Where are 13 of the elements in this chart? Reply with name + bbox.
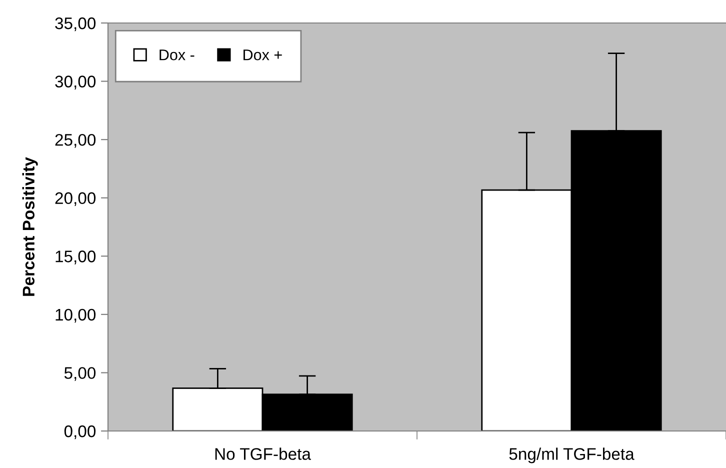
y-axis-title: Percent Positivity	[22, 157, 38, 296]
y-tick-label: 15,00	[56, 250, 96, 264]
y-tick-label: 0,00	[64, 425, 96, 440]
y-tick-label: 30,00	[55, 76, 96, 90]
y-tick-label: 10,00	[56, 308, 96, 323]
x-tick-label: 5ng/ml TGF-beta	[509, 448, 634, 464]
y-tick-label: 20,00	[55, 192, 96, 206]
legend-label: Dox -	[160, 50, 194, 60]
y-tick-label: 5,00	[64, 367, 96, 381]
legend-label: Dox +	[244, 50, 282, 60]
y-tick-label: 25,00	[55, 134, 96, 148]
x-tick-label: No TGF-beta	[215, 448, 311, 460]
y-tick-label: 35,00	[55, 17, 96, 32]
